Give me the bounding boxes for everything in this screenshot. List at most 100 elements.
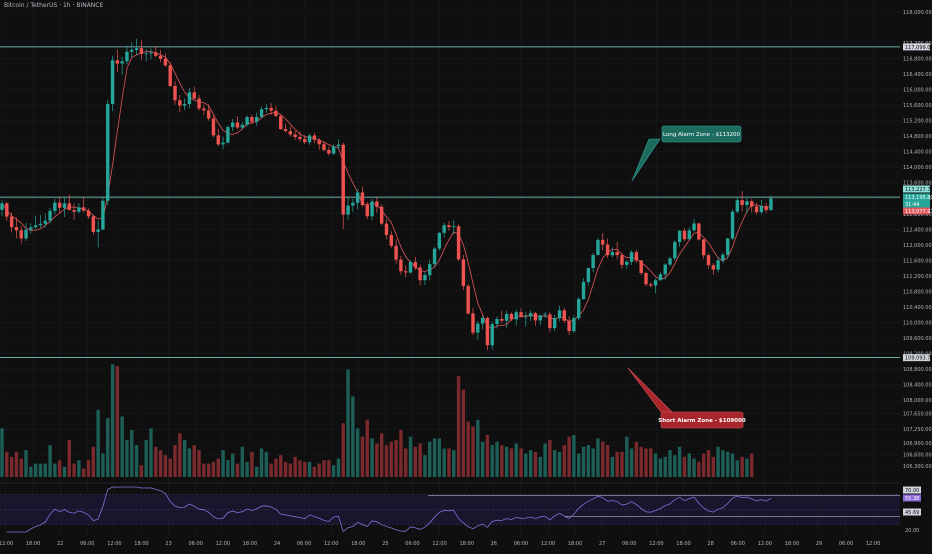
candle-body — [740, 200, 744, 205]
candle-body — [408, 262, 413, 273]
candle — [67, 194, 71, 211]
candle — [726, 237, 730, 259]
price-label-text: 113,077.97 — [905, 209, 932, 215]
candle-body — [279, 116, 283, 130]
candle-body — [206, 110, 211, 119]
volume-bar — [504, 446, 509, 477]
volume-bar — [538, 456, 542, 477]
volume-bar — [750, 453, 754, 477]
volume-bar — [721, 450, 725, 477]
price-label-box — [903, 207, 930, 215]
volume-bar — [327, 460, 331, 477]
price-tick-label: 114,000.00 — [903, 165, 932, 171]
candle — [596, 238, 600, 256]
candle — [5, 202, 9, 221]
candle — [72, 203, 76, 220]
candle — [528, 310, 533, 321]
candle — [360, 186, 365, 207]
volume-bar — [629, 448, 634, 477]
volume-bar — [726, 451, 730, 477]
volume-bar — [96, 409, 100, 477]
volume-bar — [158, 450, 163, 477]
candle-body — [471, 313, 475, 333]
candle-body — [476, 323, 480, 333]
candle-body — [389, 234, 393, 246]
volume-bar — [144, 440, 148, 477]
price-tick-label: 114,800.00 — [903, 134, 932, 140]
candle — [168, 62, 172, 88]
candle — [187, 87, 192, 109]
candle — [274, 105, 278, 117]
volume-bar — [197, 450, 201, 477]
candle-body — [586, 268, 591, 282]
candle-body — [221, 142, 225, 145]
candle — [240, 122, 244, 129]
candle-body — [653, 280, 658, 286]
volume-bar — [687, 453, 691, 477]
candle-body — [19, 230, 23, 239]
volume-bar — [202, 463, 206, 477]
candle-body — [154, 52, 158, 56]
grid-layer — [0, 0, 900, 535]
volume-bar — [524, 453, 528, 477]
volume-bar — [500, 445, 504, 477]
volume-bar — [250, 451, 254, 477]
volume-bar — [466, 421, 470, 477]
volume-bar — [519, 448, 523, 477]
volume-bar — [106, 418, 110, 477]
candle — [77, 203, 81, 214]
zone-label-text: 109,093.76 — [905, 356, 932, 362]
candle-body — [697, 223, 701, 240]
candle — [639, 260, 643, 275]
candle — [259, 106, 264, 119]
candle — [581, 278, 586, 300]
price-tick-label: 110,800.00 — [903, 289, 932, 295]
candle-body — [327, 149, 331, 154]
price-tick-label: 113,600.00 — [903, 181, 932, 187]
volume-bar — [303, 461, 307, 477]
candle — [182, 98, 187, 110]
volume-bar — [317, 463, 321, 477]
volume-bar — [221, 450, 225, 477]
candle-body — [0, 203, 4, 210]
price-tick-label: 111,600.00 — [903, 258, 932, 264]
candle-body — [139, 48, 144, 55]
volume-bar — [0, 428, 4, 477]
candle — [394, 239, 398, 264]
volume-bar — [716, 446, 720, 477]
candle-body — [663, 264, 667, 275]
candle-body — [701, 239, 706, 256]
candle-body — [644, 273, 648, 285]
candle-body — [423, 275, 427, 281]
candle — [250, 114, 254, 125]
time-tick-label: 22 — [57, 541, 63, 547]
candle — [264, 103, 269, 113]
volume-bar — [437, 438, 442, 477]
time-tick-label: 18:00 — [134, 541, 148, 547]
candle-body — [533, 313, 538, 321]
candle — [279, 114, 283, 130]
volume-bar — [245, 461, 249, 477]
volume-bar — [740, 456, 744, 477]
price-label-box — [903, 200, 930, 208]
volume-bar — [5, 451, 9, 477]
price-tick-label: 116,000.00 — [903, 88, 932, 94]
candle-body — [77, 207, 81, 212]
candle — [404, 265, 408, 278]
price-tick-label: 111,200.00 — [903, 274, 932, 280]
candle — [317, 137, 321, 150]
volume-bar — [552, 450, 557, 477]
volume-bar — [365, 419, 369, 477]
time-tick-label: 27 — [599, 541, 605, 547]
time-tick-label: 18:00 — [243, 541, 257, 547]
volume-bar — [682, 456, 687, 477]
candle-layer — [0, 38, 773, 351]
candle-body — [351, 202, 355, 206]
volume-bar — [240, 446, 244, 477]
candle-body — [495, 318, 499, 325]
candle-body — [336, 144, 341, 147]
candle — [658, 272, 663, 281]
candle-body — [274, 110, 278, 117]
price-tick-label: 118,000.00 — [903, 10, 932, 16]
